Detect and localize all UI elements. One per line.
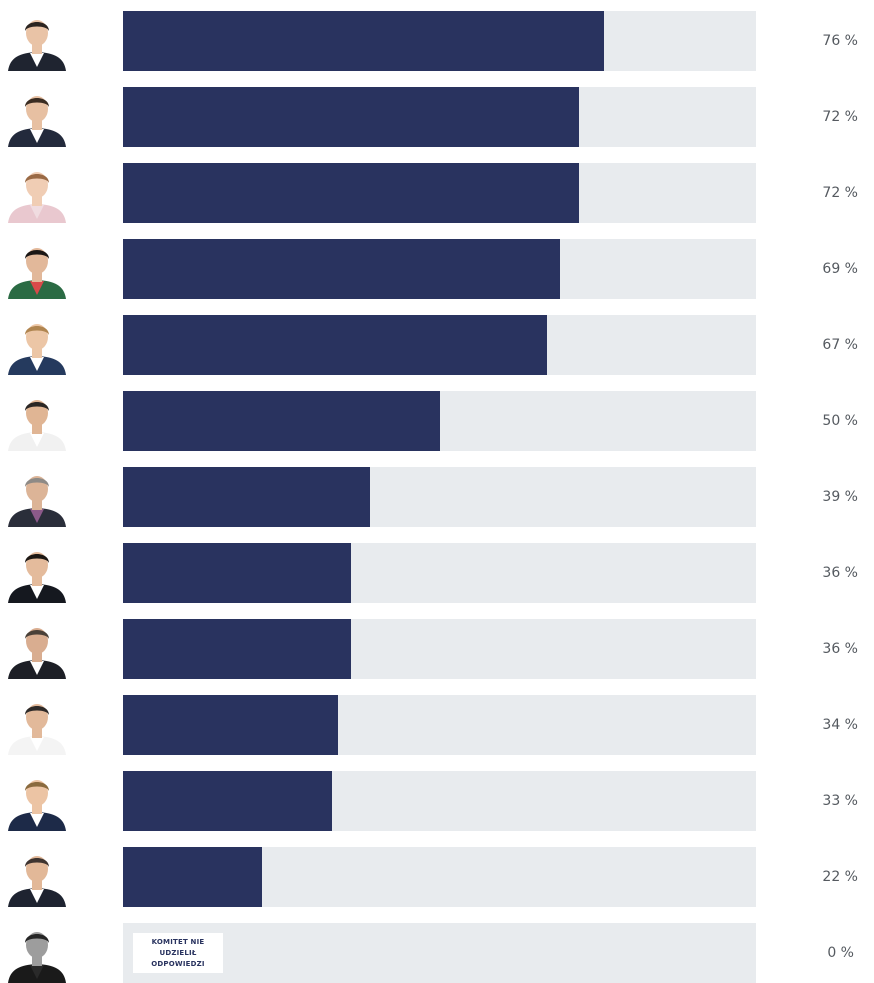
bar-track: [123, 543, 756, 603]
bar-track: [123, 619, 756, 679]
portrait-svg: [8, 856, 66, 907]
portrait-icon: [6, 847, 68, 907]
portrait-icon: [6, 695, 68, 755]
percent-label: 34 %: [822, 717, 858, 733]
portrait-icon: [6, 467, 68, 527]
chart-row: 22 %: [0, 847, 874, 907]
chart-row: 50 %: [0, 391, 874, 451]
percent-label: 50 %: [822, 413, 858, 429]
no-response-note: KOMITET NIE UDZIELIŁ ODPOWIEDZI: [133, 933, 223, 973]
percent-label: 67 %: [822, 337, 858, 353]
chart-row: KOMITET NIE UDZIELIŁ ODPOWIEDZI 0 %: [0, 923, 874, 983]
bar-fill: [123, 239, 560, 299]
portrait-svg: [8, 704, 66, 755]
portrait-icon: [6, 771, 68, 831]
bar-fill: [123, 315, 547, 375]
percent-label: 36 %: [822, 641, 858, 657]
portrait-svg: [8, 20, 66, 71]
portrait-icon: [6, 391, 68, 451]
bar-fill: [123, 163, 579, 223]
bar-track: [123, 771, 756, 831]
portrait-svg: [8, 96, 66, 147]
portrait-icon: [6, 543, 68, 603]
chart-row: 72 %: [0, 87, 874, 147]
portrait-icon: [6, 619, 68, 679]
bar-fill: [123, 543, 351, 603]
bar-track: [123, 695, 756, 755]
percent-label: 69 %: [822, 261, 858, 277]
bar-fill: [123, 467, 370, 527]
portrait-svg: [8, 248, 66, 299]
chart-row: 67 %: [0, 315, 874, 375]
bar-track: [123, 391, 756, 451]
portrait-svg: [8, 172, 66, 223]
portrait-svg: [8, 780, 66, 831]
bar-track: KOMITET NIE UDZIELIŁ ODPOWIEDZI: [123, 923, 756, 983]
bar-fill: [123, 847, 262, 907]
chart-row: 69 %: [0, 239, 874, 299]
portrait-icon: [6, 923, 68, 983]
bar-track: [123, 847, 756, 907]
portrait-icon: [6, 11, 68, 71]
portrait-svg: [8, 552, 66, 603]
bar-track: [123, 87, 756, 147]
bar-fill: [123, 11, 604, 71]
bar-fill: [123, 87, 579, 147]
portrait-icon: [6, 315, 68, 375]
percent-label: 39 %: [822, 489, 858, 505]
portrait-icon: [6, 239, 68, 299]
portrait-icon: [6, 163, 68, 223]
chart-row: 36 %: [0, 619, 874, 679]
portrait-svg: [8, 324, 66, 375]
chart-row: 72 %: [0, 163, 874, 223]
percent-label: 33 %: [822, 793, 858, 809]
portrait-svg: [8, 400, 66, 451]
percent-label: 72 %: [822, 185, 858, 201]
bar-fill: [123, 619, 351, 679]
bar-fill: [123, 695, 338, 755]
portrait-svg: [8, 628, 66, 679]
portrait-svg: [8, 932, 66, 983]
bar-track: [123, 467, 756, 527]
chart-row: 39 %: [0, 467, 874, 527]
bar-track: [123, 239, 756, 299]
chart-row: 34 %: [0, 695, 874, 755]
percent-label: 72 %: [822, 109, 858, 125]
percent-label: 36 %: [822, 565, 858, 581]
percent-label: 22 %: [822, 869, 858, 885]
chart-row: 36 %: [0, 543, 874, 603]
percent-label: 76 %: [822, 33, 858, 49]
bar-track: [123, 315, 756, 375]
bar-track: [123, 163, 756, 223]
bar-fill: [123, 771, 332, 831]
chart-row: 76 %: [0, 11, 874, 71]
chart-row: 33 %: [0, 771, 874, 831]
bar-fill: [123, 391, 440, 451]
bar-track: [123, 11, 756, 71]
percent-label: 0 %: [827, 945, 854, 961]
portrait-svg: [8, 476, 66, 527]
portrait-icon: [6, 87, 68, 147]
